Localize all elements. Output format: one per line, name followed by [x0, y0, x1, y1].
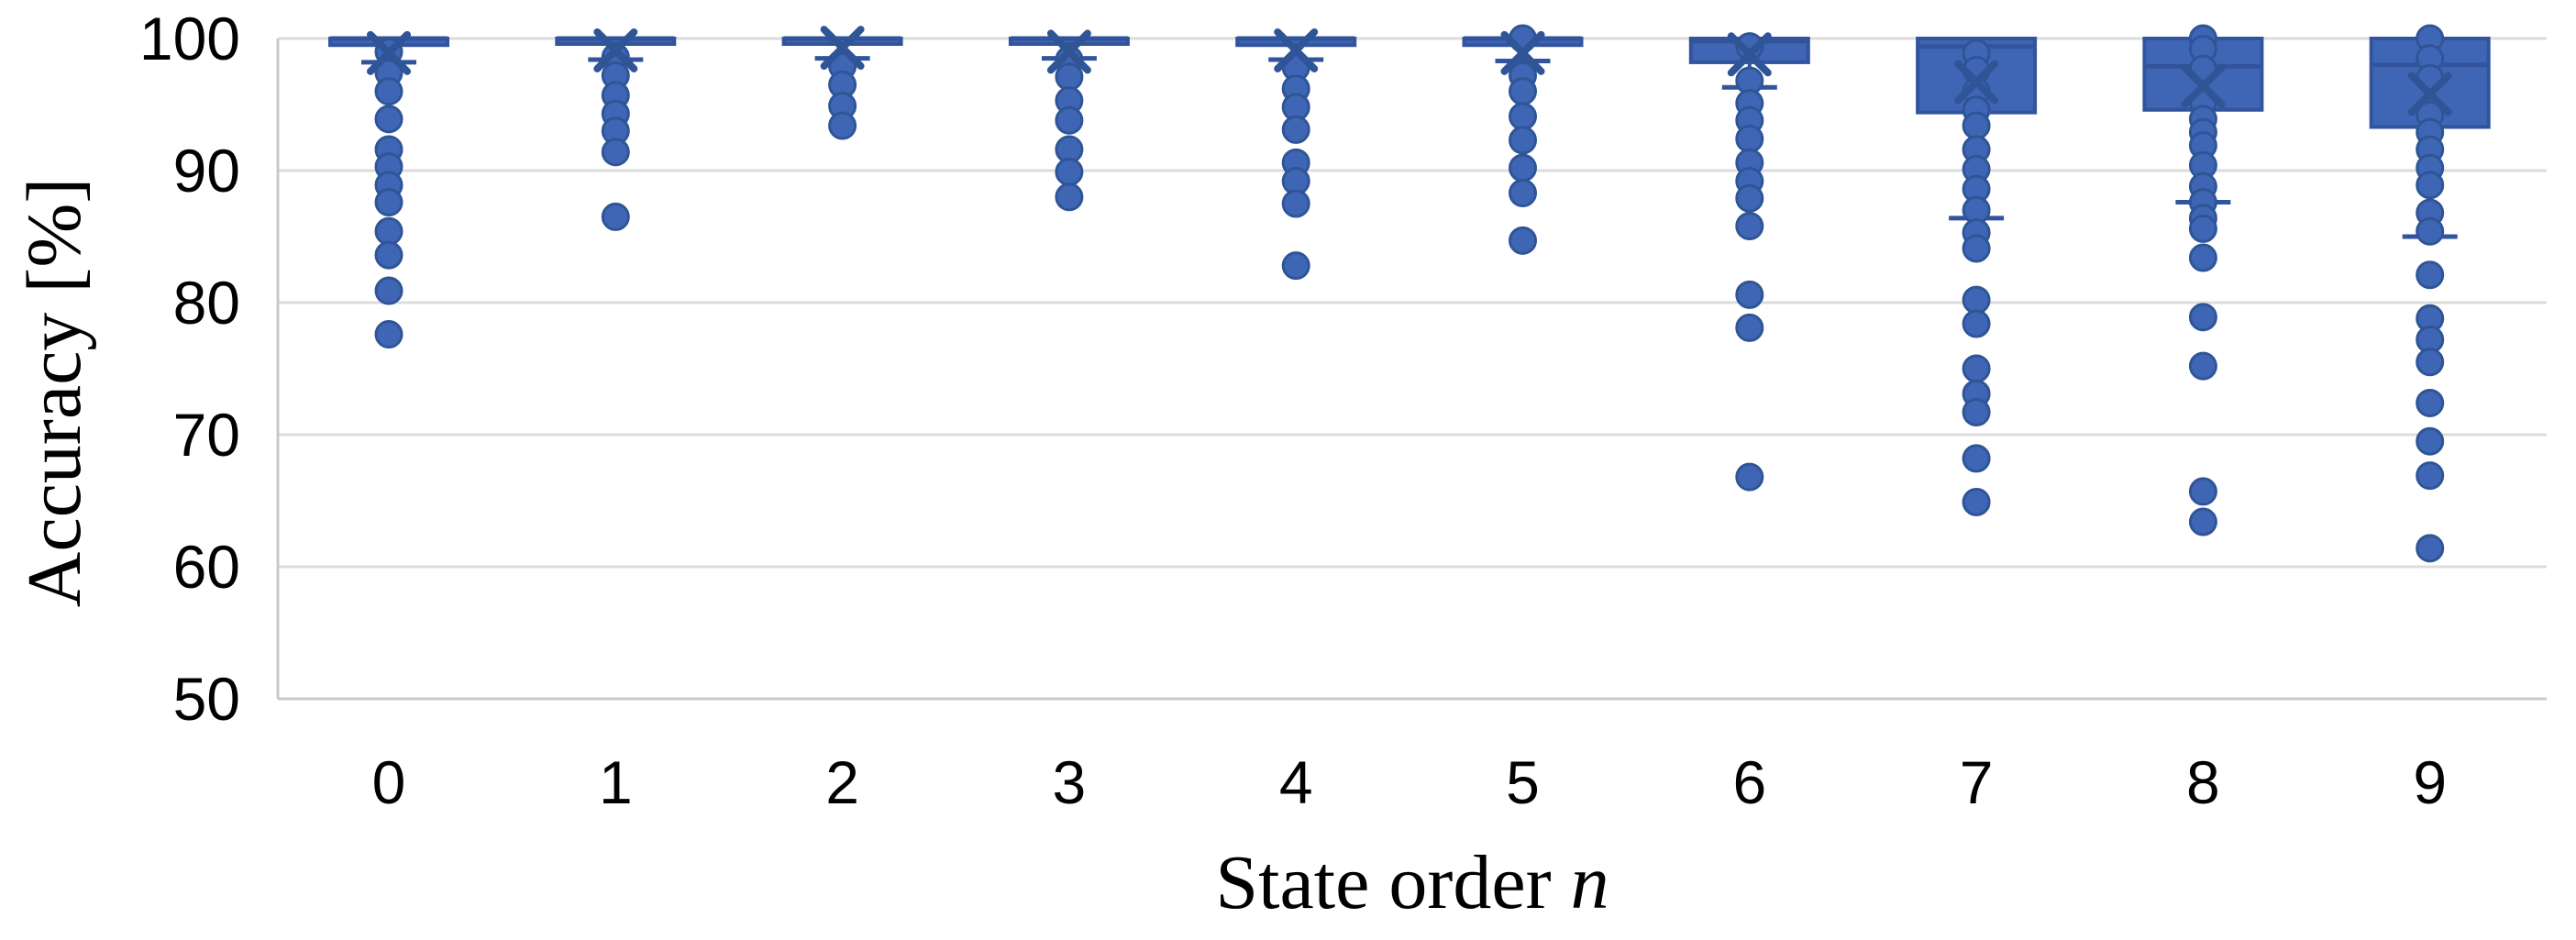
data-point-cat-3-1	[1055, 62, 1084, 92]
data-point-cat-5-3	[1509, 102, 1537, 131]
y-axis-title: Accuracy [%]	[9, 44, 101, 741]
y-tick-label-90: 90	[173, 137, 240, 205]
x-axis-title-text: State order	[1215, 840, 1571, 925]
data-point-cat-0-9	[374, 240, 404, 270]
mean-marker-cat-1	[593, 28, 638, 72]
data-point-cat-8-15	[2188, 477, 2217, 506]
y-tick-label-50: 50	[173, 665, 240, 733]
data-point-cat-8-16	[2188, 507, 2217, 536]
data-point-cat-4-3	[1281, 115, 1310, 144]
x-axis-title-variable: n	[1570, 840, 1609, 925]
data-point-cat-3-5	[1055, 157, 1084, 186]
data-point-cat-9-15	[2416, 426, 2445, 456]
data-point-cat-6-10	[1735, 313, 1764, 342]
data-point-cat-9-9	[2416, 216, 2445, 246]
data-point-cat-6-4	[1735, 124, 1764, 153]
x-tick-label-3: 3	[1053, 748, 1087, 816]
x-tick-label-8: 8	[2186, 748, 2220, 816]
data-point-cat-9-13	[2416, 348, 2445, 377]
data-point-cat-9-10	[2416, 260, 2445, 290]
data-point-cat-3-6	[1055, 182, 1084, 212]
data-point-cat-2-3	[828, 111, 857, 140]
data-point-cat-8-13	[2188, 303, 2217, 332]
y-tick-label-70: 70	[173, 401, 240, 469]
data-point-cat-7-15	[1962, 398, 1991, 427]
data-point-cat-5-7	[1509, 226, 1537, 255]
data-point-cat-0-2	[374, 77, 404, 106]
data-point-cat-9-16	[2416, 461, 2445, 491]
x-tick-label-5: 5	[1506, 748, 1540, 816]
mean-marker-cat-7	[1954, 60, 1999, 105]
data-point-cat-7-10	[1962, 234, 1991, 263]
data-point-cat-5-6	[1509, 178, 1537, 207]
data-point-cat-0-10	[374, 276, 404, 305]
data-point-cat-7-17	[1962, 487, 1991, 516]
y-tick-label-100: 100	[139, 5, 240, 72]
data-point-cat-8-14	[2188, 351, 2217, 381]
x-tick-label-0: 0	[372, 748, 406, 816]
data-point-cat-9-14	[2416, 388, 2445, 417]
x-tick-label-4: 4	[1279, 748, 1313, 816]
data-point-cat-5-2	[1509, 77, 1537, 106]
y-tick-label-80: 80	[173, 269, 240, 337]
data-point-cat-9-17	[2416, 534, 2445, 563]
data-point-cat-7-13	[1962, 354, 1991, 383]
y-axis-title-text: Accuracy [%]	[12, 177, 97, 608]
data-point-cat-7-4	[1962, 111, 1991, 140]
x-tick-label-2: 2	[825, 748, 859, 816]
y-tick-label-60: 60	[173, 533, 240, 601]
mean-marker-cat-9	[2407, 72, 2452, 116]
data-point-cat-5-5	[1509, 153, 1537, 182]
mean-marker-cat-3	[1046, 29, 1091, 74]
x-tick-label-6: 6	[1732, 748, 1766, 816]
data-point-cat-0-7	[374, 188, 404, 217]
data-point-cat-5-4	[1509, 126, 1537, 155]
data-point-cat-4-7	[1281, 251, 1310, 281]
mean-marker-cat-0	[367, 30, 411, 75]
data-point-cat-0-11	[374, 320, 404, 349]
x-tick-label-7: 7	[1960, 748, 1994, 816]
data-point-cat-0-3	[374, 105, 404, 134]
data-point-cat-7-16	[1962, 444, 1991, 473]
data-point-cat-7-12	[1962, 309, 1991, 338]
data-point-cat-9-7	[2416, 171, 2445, 200]
mean-marker-cat-2	[820, 26, 865, 71]
x-tick-label-1: 1	[599, 748, 633, 816]
data-point-cat-0-8	[374, 216, 404, 246]
x-axis-title: State order n	[1000, 833, 1825, 934]
data-point-cat-8-12	[2188, 243, 2217, 272]
data-point-cat-8-11	[2188, 214, 2217, 243]
mean-marker-cat-6	[1727, 32, 1772, 77]
data-point-cat-6-8	[1735, 211, 1764, 240]
x-tick-label-9: 9	[2413, 748, 2447, 816]
data-point-cat-6-7	[1735, 183, 1764, 213]
data-point-cat-1-5	[601, 138, 630, 167]
mean-marker-cat-4	[1274, 28, 1319, 72]
data-point-cat-3-3	[1055, 105, 1084, 135]
data-point-cat-6-9	[1735, 280, 1764, 309]
data-point-cat-6-11	[1735, 462, 1764, 492]
mean-marker-cat-8	[2181, 63, 2226, 108]
data-point-cat-7-11	[1962, 285, 1991, 315]
data-point-cat-4-6	[1281, 189, 1310, 218]
mean-marker-cat-5	[1500, 30, 1545, 75]
data-point-cat-1-6	[601, 202, 630, 231]
